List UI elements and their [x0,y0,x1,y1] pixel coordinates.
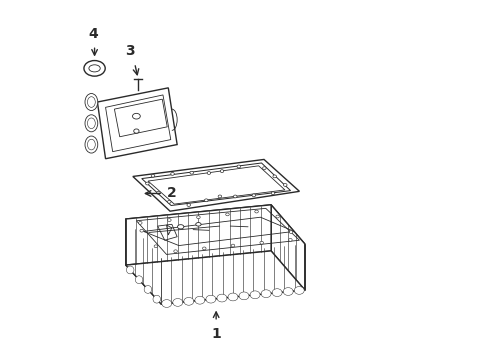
Ellipse shape [189,171,193,174]
Ellipse shape [294,287,304,294]
Ellipse shape [254,210,258,213]
Ellipse shape [220,170,224,172]
Ellipse shape [272,289,282,297]
Ellipse shape [233,195,237,198]
Ellipse shape [205,295,215,303]
Ellipse shape [195,222,201,226]
Ellipse shape [183,297,193,305]
Ellipse shape [173,250,177,253]
Polygon shape [125,219,161,304]
Ellipse shape [85,115,98,132]
Ellipse shape [154,245,157,248]
Ellipse shape [261,290,270,298]
Ellipse shape [202,247,205,250]
Ellipse shape [87,118,95,129]
Ellipse shape [251,194,255,197]
Polygon shape [97,88,177,159]
Ellipse shape [225,213,229,216]
Ellipse shape [289,231,292,234]
Polygon shape [125,205,304,258]
Ellipse shape [87,139,95,150]
Ellipse shape [138,221,142,224]
Ellipse shape [144,285,151,293]
Ellipse shape [186,204,190,206]
Ellipse shape [85,136,98,153]
Ellipse shape [133,129,139,133]
Ellipse shape [237,165,240,168]
Ellipse shape [132,113,140,119]
Ellipse shape [167,201,171,203]
Text: 1: 1 [211,327,221,341]
Ellipse shape [145,182,149,185]
Ellipse shape [217,294,226,302]
Polygon shape [133,159,299,211]
Ellipse shape [196,216,200,219]
Ellipse shape [172,298,183,306]
Ellipse shape [272,175,276,178]
Polygon shape [125,205,270,265]
Ellipse shape [126,266,134,274]
Ellipse shape [195,296,204,304]
Text: 2: 2 [167,186,177,201]
Ellipse shape [84,60,105,76]
Ellipse shape [271,192,274,195]
Ellipse shape [288,238,291,241]
Text: 3: 3 [125,44,135,58]
Ellipse shape [231,244,234,247]
Ellipse shape [275,215,279,218]
Ellipse shape [283,184,286,186]
Ellipse shape [249,291,260,299]
Ellipse shape [262,167,265,170]
Ellipse shape [283,288,293,296]
Ellipse shape [167,219,171,221]
Ellipse shape [162,300,171,307]
Ellipse shape [260,241,263,244]
Ellipse shape [207,172,210,175]
Ellipse shape [85,94,98,111]
Ellipse shape [170,172,174,175]
Polygon shape [161,244,304,304]
Ellipse shape [135,276,142,284]
Ellipse shape [87,97,95,107]
Polygon shape [125,251,304,304]
Ellipse shape [153,295,160,303]
Ellipse shape [227,293,238,301]
Ellipse shape [177,225,183,229]
Polygon shape [270,205,304,290]
Ellipse shape [89,65,100,72]
Ellipse shape [156,192,160,194]
Ellipse shape [218,195,221,198]
Ellipse shape [204,199,207,202]
Ellipse shape [151,174,154,177]
Ellipse shape [140,229,143,232]
Ellipse shape [239,292,248,300]
Text: 4: 4 [88,27,98,41]
